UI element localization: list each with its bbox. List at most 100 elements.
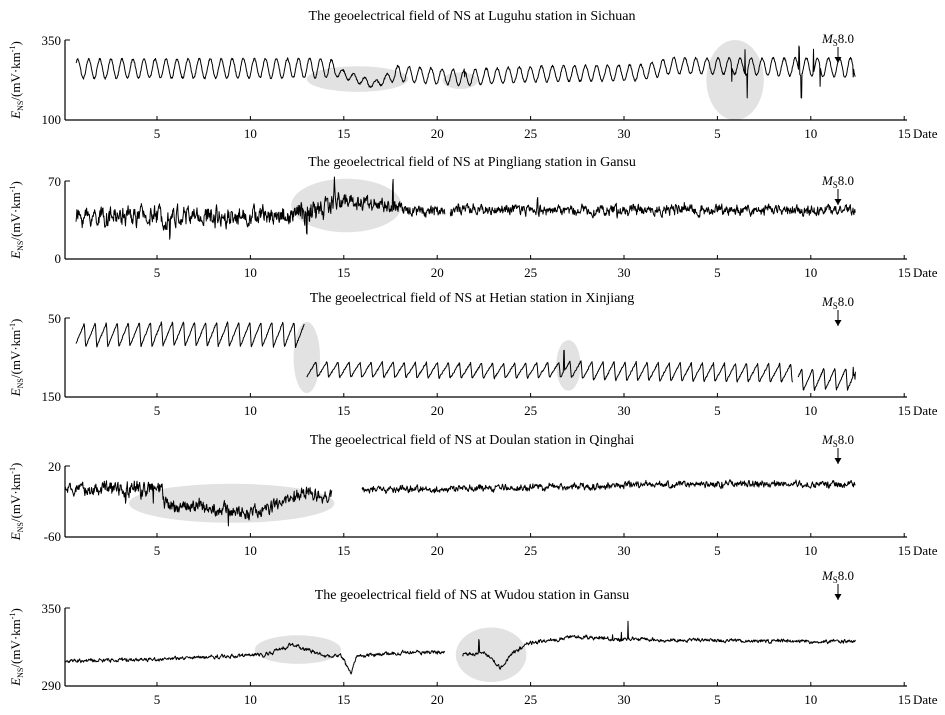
y-label-subscript: NS [16, 378, 25, 388]
series-line-segment-2 [361, 479, 856, 494]
y-label-unit-close: ) [8, 463, 23, 467]
y-axis-label: ENS/(mV·km-1) [8, 608, 25, 687]
x-tick-label: 15 [337, 403, 350, 418]
x-tick-label: 15 [898, 543, 911, 558]
panel-title: The geoelectrical field of NS at Wudou s… [315, 588, 629, 603]
x-tick-label: 15 [337, 692, 350, 707]
event-subscript: S [833, 575, 838, 585]
event-magnitude: 8.0 [838, 432, 854, 447]
y-label-unit-close: ) [8, 608, 23, 612]
x-tick-label: 10 [244, 403, 257, 418]
y-label-symbol: E [8, 532, 23, 541]
x-tick-label: 10 [244, 265, 257, 280]
x-tick-label: 5 [714, 692, 721, 707]
x-tick-label: 15 [898, 692, 911, 707]
event-label: MS8.0 [821, 432, 854, 449]
event-label: MS8.0 [821, 568, 854, 585]
x-tick-label: 25 [524, 126, 537, 141]
chart-panel-1: The geoelectrical field of NS at Luguhu … [8, 9, 938, 141]
y-axis-label: ENS/(mV·km-1) [8, 181, 25, 260]
series-line-segment-1 [75, 176, 446, 240]
x-tick-label: 5 [154, 403, 161, 418]
event-label: MS8.0 [821, 173, 854, 190]
series-line-segment-1 [75, 321, 305, 348]
series-line-segment-1 [64, 480, 333, 527]
x-tick-label: 20 [431, 543, 444, 558]
x-tick-label: 25 [524, 403, 537, 418]
x-tick-label: 15 [898, 265, 911, 280]
y-label-unit: /(mV·km [8, 474, 23, 522]
x-tick-label: 25 [524, 692, 537, 707]
chart-panel-3: The geoelectrical field of NS at Hetian … [8, 291, 938, 418]
x-tick-label: 25 [524, 543, 537, 558]
x-tick-label: 5 [714, 126, 721, 141]
event-magnitude: 8.0 [838, 568, 854, 583]
y-tick-label-top: 50 [48, 311, 61, 326]
event-label: MS8.0 [821, 31, 854, 48]
anomaly-ellipse-1 [291, 178, 402, 233]
y-tick-label-bottom: 0 [55, 251, 62, 266]
y-tick-label-bottom: 100 [42, 112, 62, 127]
x-tick-label: 10 [804, 692, 817, 707]
event-magnitude: 8.0 [838, 31, 854, 46]
y-tick-label-bottom: -60 [44, 529, 61, 544]
x-axis-label: Date [913, 543, 938, 558]
anomaly-ellipse-1 [254, 635, 341, 664]
panel-title: The geoelectrical field of NS at Luguhu … [309, 9, 636, 24]
anomaly-ellipse-1 [306, 66, 409, 92]
event-symbol: M [821, 294, 834, 309]
event-symbol: M [821, 31, 834, 46]
y-axis-label: ENS/(mV·km-1) [8, 319, 25, 398]
y-label-subscript: NS [16, 522, 25, 532]
x-tick-label: 5 [154, 692, 161, 707]
y-label-unit: /(mV·km [8, 192, 23, 240]
event-symbol: M [821, 173, 834, 188]
x-tick-label: 20 [431, 126, 444, 141]
chart-panel-4: The geoelectrical field of NS at Doulan … [8, 432, 938, 558]
event-symbol: M [821, 568, 834, 583]
series-line-segment-2 [306, 349, 793, 383]
x-tick-label: 15 [337, 126, 350, 141]
x-tick-label: 20 [431, 692, 444, 707]
panel-title: The geoelectrical field of NS at Pinglia… [308, 155, 636, 170]
x-tick-label: 5 [714, 543, 721, 558]
series-line-segment-2 [462, 620, 856, 670]
event-subscript: S [833, 301, 838, 311]
x-tick-label: 5 [714, 403, 721, 418]
x-tick-label: 10 [804, 126, 817, 141]
x-tick-label: 20 [431, 403, 444, 418]
x-tick-label: 10 [244, 543, 257, 558]
event-magnitude: 8.0 [838, 294, 854, 309]
anomaly-ellipse-2 [556, 340, 581, 391]
x-tick-label: 15 [898, 126, 911, 141]
x-axis-label: Date [913, 403, 938, 418]
y-label-subscript: NS [16, 101, 25, 111]
x-tick-label: 10 [244, 692, 257, 707]
x-tick-label: 5 [714, 265, 721, 280]
x-axis-label: Date [913, 126, 938, 141]
x-axis-label: Date [913, 265, 938, 280]
x-tick-label: 10 [804, 403, 817, 418]
y-label-superscript: -1 [8, 186, 17, 193]
y-tick-label-top: 20 [48, 459, 61, 474]
y-label-unit-close: ) [8, 41, 23, 45]
event-label: MS8.0 [821, 294, 854, 311]
y-label-symbol: E [8, 388, 23, 397]
y-label-unit: /(mV·km [8, 330, 23, 378]
series-line-segment-3 [797, 366, 856, 391]
chart-panel-2: The geoelectrical field of NS at Pinglia… [8, 155, 938, 280]
y-label-symbol: E [8, 678, 23, 687]
panel-title: The geoelectrical field of NS at Doulan … [310, 433, 635, 448]
y-label-unit-close: ) [8, 181, 23, 185]
panel-title: The geoelectrical field of NS at Hetian … [310, 291, 635, 306]
anomaly-ellipse-3 [706, 40, 764, 120]
x-tick-label: 15 [898, 403, 911, 418]
event-magnitude: 8.0 [838, 173, 854, 188]
x-tick-label: 15 [337, 543, 350, 558]
anomaly-ellipse-1 [293, 321, 321, 394]
x-tick-label: 10 [804, 265, 817, 280]
event-arrow-head [834, 199, 842, 205]
series-line-segment-1 [64, 642, 446, 675]
x-tick-label: 10 [804, 543, 817, 558]
